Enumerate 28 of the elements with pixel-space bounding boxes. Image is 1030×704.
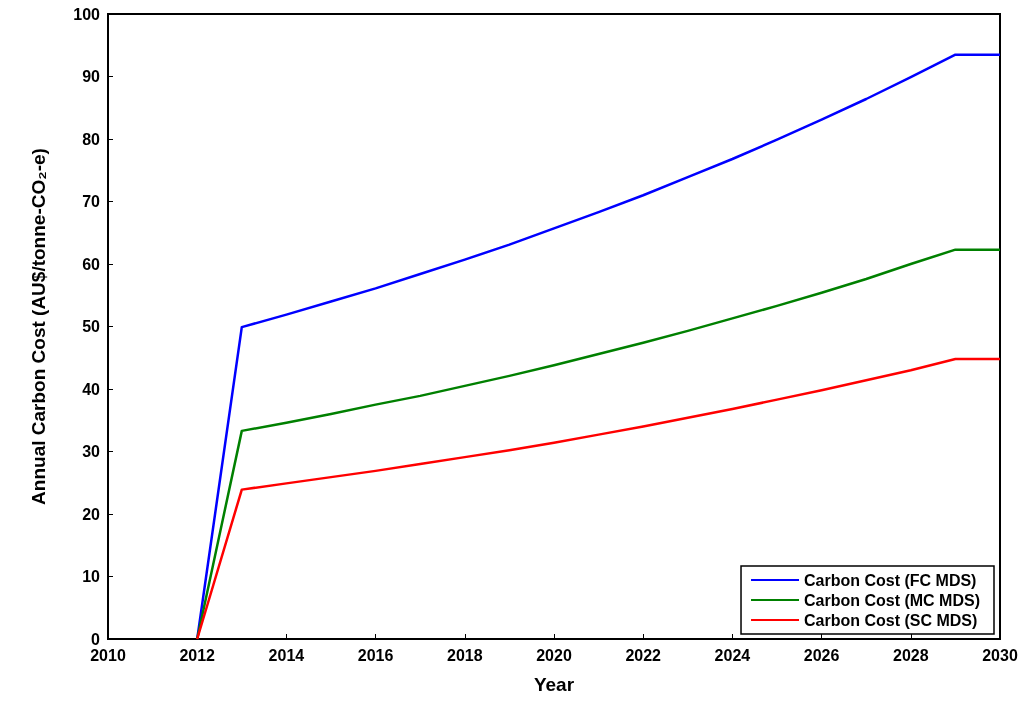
y-tick-label: 20 [82, 505, 101, 523]
y-tick-label: 90 [82, 68, 101, 85]
y-tick-label: 70 [82, 193, 101, 210]
x-tick-label: 2024 [714, 646, 751, 664]
legend-label: Carbon Cost (MC MDS) [804, 591, 980, 609]
y-tick-label: 40 [82, 380, 101, 398]
x-tick-label: 2018 [447, 646, 483, 664]
y-tick-label: 30 [82, 443, 101, 460]
y-tick-label: 80 [82, 130, 101, 148]
x-tick-label: 2026 [803, 646, 840, 664]
x-tick-label: 2012 [179, 646, 216, 664]
x-tick-label: 2030 [982, 646, 1018, 664]
y-tick-label: 100 [73, 5, 101, 23]
x-tick-label: 2014 [268, 646, 305, 664]
x-axis-title: Year [533, 674, 575, 695]
y-axis-title: Annual Carbon Cost (AU$/tonne-CO₂-e) [28, 148, 49, 505]
y-tick-label: 10 [82, 568, 101, 585]
x-tick-label: 2022 [625, 646, 662, 664]
x-tick-label: 2010 [90, 646, 126, 664]
x-tick-label: 2016 [357, 646, 394, 664]
legend-label: Carbon Cost (FC MDS) [804, 571, 977, 589]
x-tick-label: 2020 [536, 646, 572, 664]
y-tick-label: 0 [91, 630, 101, 648]
x-tick-label: 2028 [893, 646, 929, 664]
line-series [195, 357, 1002, 641]
y-tick-label: 60 [82, 255, 101, 273]
y-tick-label: 50 [82, 318, 101, 335]
legend-label: Carbon Cost (SC MDS) [804, 611, 978, 629]
